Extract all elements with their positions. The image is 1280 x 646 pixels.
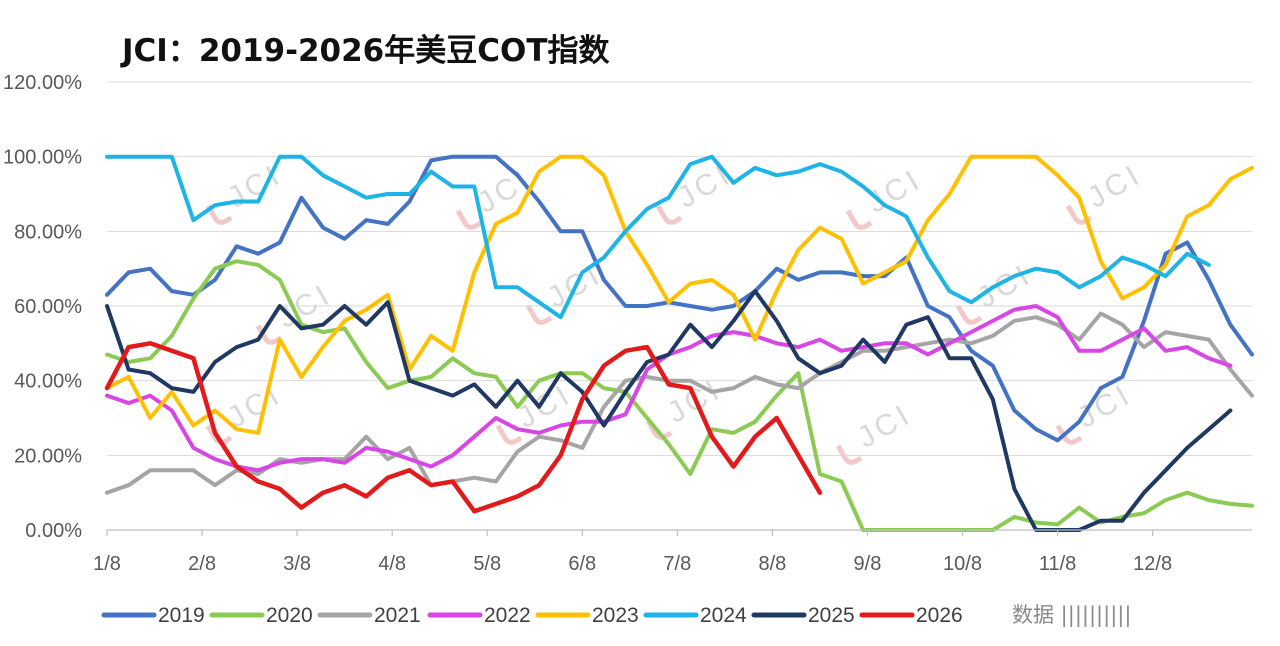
watermark-text: JCI: [672, 158, 738, 215]
watermark: JCI: [655, 158, 738, 225]
legend-label-2023: 2023: [592, 604, 639, 627]
x-tick-label: 6/8: [568, 553, 596, 575]
footer-mark: 数据 ||||||||||: [1012, 603, 1131, 628]
x-tick-label: 9/8: [854, 553, 882, 575]
y-tick-label: 40.00%: [14, 371, 82, 393]
x-tick-label: 10/8: [943, 553, 982, 575]
x-tick-label: 5/8: [473, 553, 501, 575]
legend-label-2025: 2025: [808, 604, 855, 627]
series-line-2020: [105, 259, 1254, 532]
watermark-text: JCI: [222, 158, 288, 215]
series-line-2024: [105, 154, 1211, 320]
legend-label-2020: 2020: [266, 604, 313, 627]
y-tick-label: 20.00%: [14, 445, 82, 467]
y-tick-label: 60.00%: [14, 296, 82, 318]
legend-label-2022: 2022: [484, 604, 531, 627]
watermark: JCI: [845, 163, 928, 230]
x-tick-label: 7/8: [663, 553, 691, 575]
y-tick-label: 80.00%: [14, 221, 82, 243]
legend-label-2019: 2019: [158, 604, 205, 627]
axes: 0.00% 20.00% 40.00% 60.00% 80.00% 100.00% 120.…: [3, 72, 1252, 575]
watermark: JCI: [955, 258, 1038, 325]
y-tick-label: 0.00%: [25, 520, 82, 542]
series-layer: [104, 154, 1254, 532]
x-tick-label: 3/8: [283, 553, 311, 575]
series-line-2019: [105, 154, 1254, 443]
legend-label-2021: 2021: [374, 604, 421, 627]
x-tick-label: 8/8: [758, 553, 786, 575]
x-tick-label: 11/8: [1039, 553, 1076, 575]
legend: 2019 2020 2021 2022 2023 2024 2025 2026: [101, 604, 963, 627]
series-line-2026: [104, 341, 823, 514]
x-tick-label: 1/8: [93, 553, 121, 575]
x-tick-label: 12/8: [1133, 553, 1172, 575]
y-tick-label: 120.00%: [3, 72, 82, 94]
series-line-2021: [105, 311, 1254, 495]
y-tick-label: 100.00%: [3, 147, 82, 169]
series-line-2023: [105, 154, 1254, 435]
x-tick-label: 2/8: [188, 553, 216, 575]
chart-title: JCI：2019-2026年美豆COT指数: [120, 33, 610, 69]
legend-label-2024: 2024: [700, 604, 747, 627]
watermark-text: JCI: [852, 398, 918, 455]
watermark: JCI: [525, 258, 608, 325]
watermark-text: JCI: [1082, 158, 1148, 215]
x-tick-label: 4/8: [378, 553, 406, 575]
legend-label-2026: 2026: [916, 604, 963, 627]
